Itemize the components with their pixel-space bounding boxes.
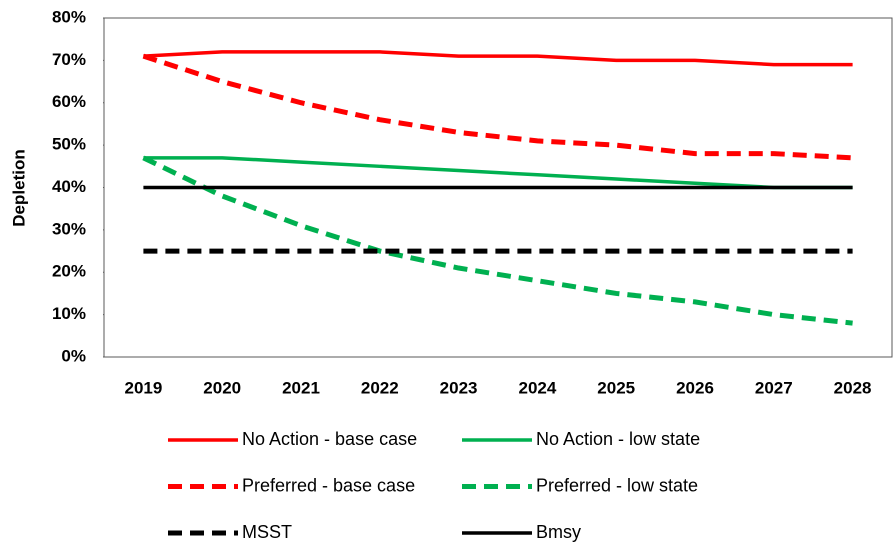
y-tick-label: 70% <box>52 50 86 69</box>
y-tick-label: 0% <box>61 346 86 365</box>
x-tick-label: 2020 <box>203 378 241 397</box>
x-tick-label: 2019 <box>124 378 162 397</box>
legend-label: Preferred - base case <box>242 475 415 495</box>
y-tick-label: 20% <box>52 262 86 281</box>
series-line <box>142 155 853 326</box>
series-line <box>142 53 853 161</box>
x-tick-label: 2023 <box>440 378 478 397</box>
y-tick-label: 30% <box>52 219 86 238</box>
legend-label: Bmsy <box>536 522 581 542</box>
legend-label: No Action - low state <box>536 429 700 449</box>
series-line <box>143 156 853 190</box>
x-tick-label: 2022 <box>361 378 399 397</box>
x-tick-label: 2025 <box>597 378 635 397</box>
legend-label: Preferred - low state <box>536 475 698 495</box>
y-tick-label: 60% <box>52 92 86 111</box>
y-tick-label: 50% <box>52 135 86 154</box>
legend-label: MSST <box>242 522 292 542</box>
x-tick-label: 2027 <box>755 378 793 397</box>
legend-label: No Action - base case <box>242 429 417 449</box>
x-tick-label: 2026 <box>676 378 714 397</box>
series-line <box>143 50 853 67</box>
y-tick-label: 40% <box>52 177 86 196</box>
x-tick-label: 2024 <box>518 378 556 397</box>
x-tick-label: 2021 <box>282 378 320 397</box>
y-tick-label: 80% <box>52 7 86 26</box>
y-axis-label: Depletion <box>9 149 28 226</box>
y-tick-label: 10% <box>52 304 86 323</box>
x-tick-label: 2028 <box>834 378 872 397</box>
